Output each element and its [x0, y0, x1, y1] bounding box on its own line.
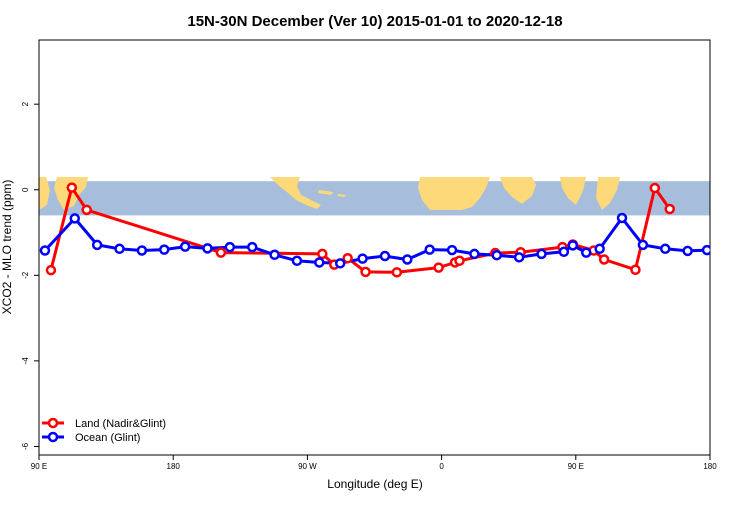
data-point-ocean [69, 213, 81, 224]
data-point-ocean [567, 240, 579, 251]
x-tick-label: 90 E [568, 462, 584, 471]
data-point-ocean [446, 244, 458, 256]
data-point-ocean [558, 246, 570, 258]
y-tick-label: -4 [21, 357, 30, 365]
data-point-ocean [114, 243, 125, 255]
data-point-land [391, 267, 403, 278]
y-axis: -6 -4 -2 0 2 [21, 101, 39, 450]
data-point-land [45, 264, 57, 276]
data-point-ocean [179, 241, 191, 252]
map-land-6 [418, 177, 490, 210]
data-point-land [649, 182, 661, 194]
x-tick-label: 90 W [298, 462, 317, 471]
data-point-ocean [224, 241, 236, 253]
data-point-ocean [616, 212, 628, 224]
data-point-ocean [269, 249, 280, 261]
map-land-9 [596, 177, 620, 210]
x-tick-label: 180 [167, 462, 181, 471]
data-point-ocean [136, 245, 148, 256]
data-point-ocean [491, 249, 503, 261]
data-point-ocean [379, 250, 391, 262]
y-tick-label: 2 [21, 101, 30, 106]
data-point-ocean [246, 241, 258, 253]
data-point-ocean [291, 255, 303, 267]
data-point-ocean [314, 257, 325, 268]
chart-title: 15N-30N December (Ver 10) 2015-01-01 to … [187, 13, 562, 30]
data-point-ocean [334, 258, 346, 269]
data-point-ocean [536, 248, 547, 260]
data-point-ocean [660, 243, 671, 255]
data-point-land [454, 255, 465, 267]
data-point-land [317, 248, 328, 260]
data-point-ocean [580, 247, 592, 258]
legend-ocean-marker [47, 431, 59, 443]
x-tick-label: 90 E [31, 462, 47, 471]
data-point-land [664, 203, 675, 215]
legend-land-label: Land (Nadir&Glint) [75, 418, 166, 430]
data-point-ocean [682, 245, 693, 257]
x-tick-label: 0 [439, 462, 444, 471]
map-land-1 [39, 177, 50, 210]
series-layer [39, 182, 710, 278]
data-point-ocean [424, 244, 435, 255]
data-point-ocean [202, 243, 213, 254]
data-point-ocean [513, 252, 525, 263]
data-point-ocean [357, 253, 368, 264]
data-point-ocean [469, 248, 480, 260]
data-point-land [81, 204, 92, 216]
legend-land-marker [47, 417, 59, 429]
data-point-ocean [159, 244, 170, 255]
x-axis-label: Longitude (deg E) [327, 477, 422, 491]
data-point-ocean [39, 245, 51, 256]
y-tick-label: 0 [21, 187, 30, 192]
y-tick-label: -2 [21, 271, 30, 279]
legend: Land (Nadir&Glint) Ocean (Glint) [42, 417, 166, 444]
data-point-ocean [637, 239, 649, 251]
map-land-5 [337, 194, 346, 197]
data-point-land [66, 182, 78, 193]
data-point-ocean [91, 239, 103, 251]
data-point-land [433, 262, 444, 273]
data-point-land [360, 266, 371, 278]
world-map-band [39, 177, 710, 216]
data-point-ocean [594, 243, 605, 255]
x-axis: 90 E 180 90 W 0 90 E 180 [31, 455, 717, 471]
map-land-7 [500, 177, 536, 204]
map-land-8 [560, 177, 586, 205]
data-point-land [342, 252, 353, 264]
data-point-ocean [701, 244, 710, 256]
legend-ocean-label: Ocean (Glint) [75, 432, 140, 444]
y-tick-label: -6 [21, 442, 30, 450]
data-point-land [630, 264, 641, 275]
data-point-ocean [402, 254, 413, 265]
map-land-4 [318, 190, 333, 195]
data-point-land [598, 254, 610, 265]
map-land-3 [270, 177, 321, 209]
y-axis-label: XCO2 - MLO trend (ppm) [0, 180, 14, 315]
data-point-land [215, 247, 227, 258]
x-tick-label: 180 [703, 462, 717, 471]
